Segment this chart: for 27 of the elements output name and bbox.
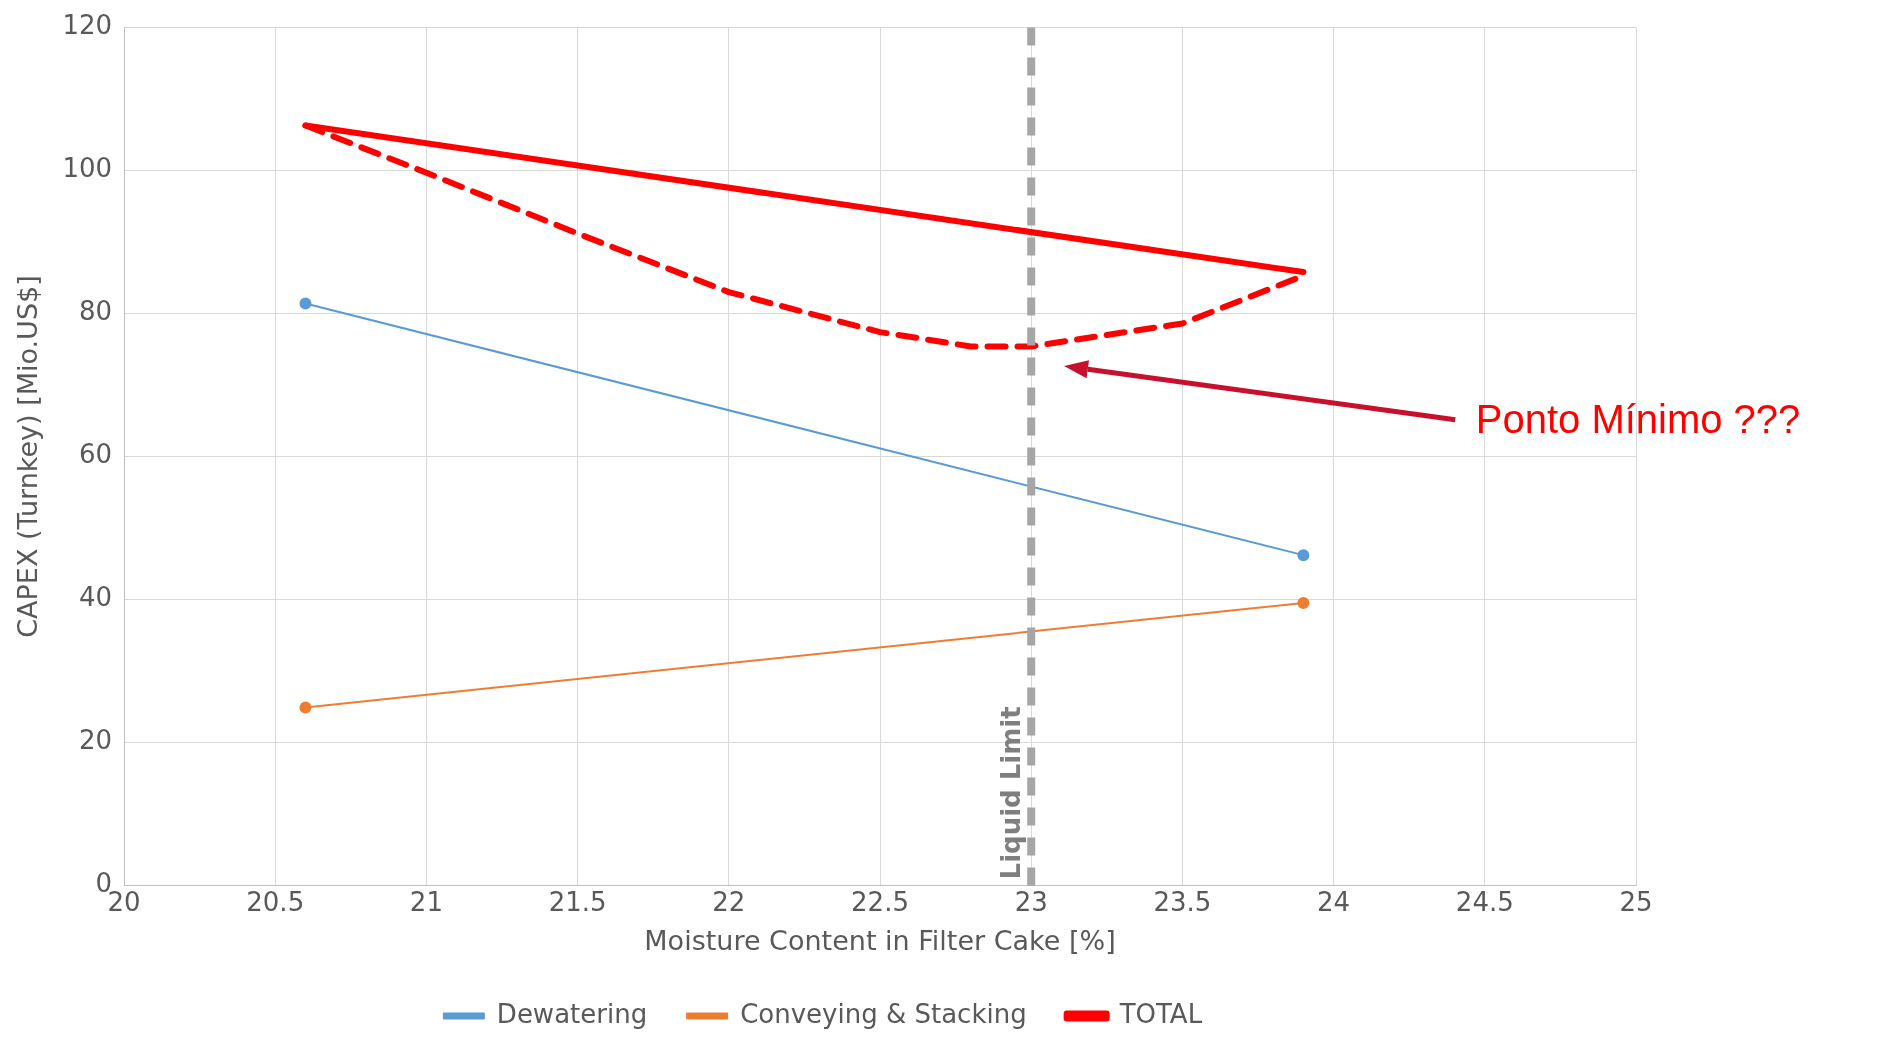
- y-tick-label: 80: [78, 296, 113, 327]
- x-tick-label: 22: [712, 886, 746, 917]
- point: [299, 701, 312, 714]
- x-tick-label: 24.5: [1455, 886, 1514, 917]
- y-tick-label: 40: [78, 582, 113, 613]
- y-axis-title: CAPEX (Turnkey) [Mio.US$]: [12, 275, 44, 638]
- x-tick-label: 24: [1317, 886, 1351, 917]
- ref-line-label: Liquid Limit: [995, 706, 1026, 880]
- x-tick-label: 25: [1619, 886, 1653, 917]
- point: [1297, 597, 1310, 610]
- x-tick-label: 23: [1014, 886, 1048, 917]
- legend-label: Conveying & Stacking: [740, 998, 1027, 1029]
- point: [1297, 549, 1310, 562]
- y-tick-label: 60: [78, 439, 113, 470]
- legend-label: TOTAL: [1118, 998, 1203, 1029]
- x-tick-label: 22.5: [851, 886, 909, 917]
- legend-label: Dewatering: [496, 998, 648, 1029]
- y-tick-label: 20: [78, 725, 113, 756]
- x-tick-label: 21.5: [548, 886, 607, 917]
- annotation: Ponto Mínimo ???: [1475, 397, 1801, 442]
- x-axis-title: Moisture Content in Filter Cake [%]: [644, 924, 1116, 956]
- x-tick-label: 23.5: [1153, 886, 1212, 917]
- x-tick-label: 21: [409, 886, 443, 917]
- point: [299, 297, 312, 310]
- y-tick-label: 120: [62, 10, 113, 41]
- y-tick-label: 100: [62, 153, 113, 184]
- x-tick-label: 20.5: [246, 886, 305, 917]
